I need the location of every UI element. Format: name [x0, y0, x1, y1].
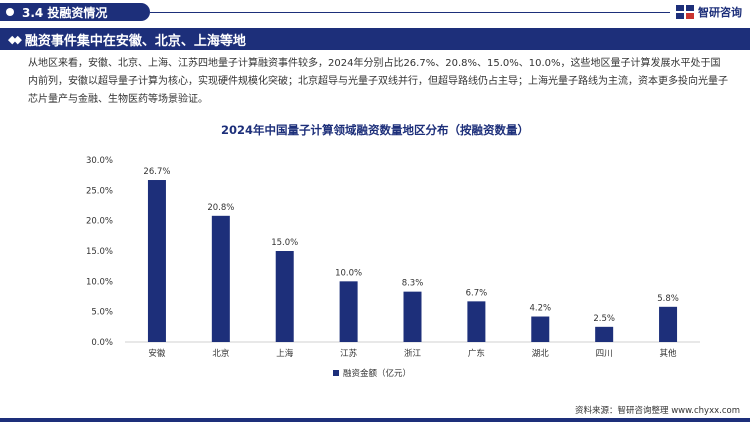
x-tick-label: 湖北 — [532, 349, 550, 359]
x-tick-label: 江苏 — [340, 348, 358, 359]
bottom-divider — [0, 418, 750, 422]
y-tick-label: 25.0% — [86, 186, 113, 196]
section-pill: 3.4 投融资情况 — [0, 3, 150, 21]
brand-logo: 智研咨询 — [676, 4, 742, 20]
description-paragraph: 从地区来看，安徽、北京、上海、江苏四地量子计算融资事件较多，2024年分别占比2… — [28, 58, 728, 105]
data-label: 20.8% — [207, 203, 234, 213]
y-tick-label: 10.0% — [86, 277, 113, 287]
legend-swatch — [333, 370, 339, 376]
section-dot-icon — [6, 8, 14, 16]
bar — [403, 291, 422, 342]
x-tick-label: 北京 — [212, 348, 229, 359]
data-label: 4.2% — [529, 304, 551, 314]
headline-text: 融资事件集中在安徽、北京、上海等地 — [24, 33, 246, 49]
chart-title: 2024年中国量子计算领域融资数量地区分布（按融资数量） — [220, 123, 529, 137]
bar — [659, 306, 678, 342]
x-tick-label: 上海 — [276, 348, 294, 359]
data-label: 8.3% — [402, 279, 424, 289]
y-tick-label: 30.0% — [86, 156, 113, 166]
top-bar: 3.4 投融资情况 智研咨询 — [0, 0, 750, 24]
data-label: 15.0% — [271, 238, 298, 248]
bar — [275, 251, 294, 342]
x-tick-label: 四川 — [596, 349, 613, 359]
x-tick-label: 安徽 — [148, 348, 166, 359]
y-tick-label: 20.0% — [86, 217, 113, 227]
bar — [339, 281, 358, 342]
data-label: 6.7% — [466, 288, 488, 298]
bar — [147, 180, 166, 342]
logo-icon — [676, 5, 694, 19]
bar — [467, 301, 486, 342]
bar-chart: 0.0% 5.0% 10.0% 15.0% 20.0% 25.0% 30.0% 26.7% 安徽… — [86, 156, 700, 379]
data-label: 26.7% — [143, 167, 170, 177]
x-tick-label: 浙江 — [404, 348, 422, 359]
logo-text: 智研咨询 — [698, 6, 742, 19]
x-tick-label: 其他 — [660, 348, 678, 359]
section-title: 3.4 投融资情况 — [22, 5, 108, 20]
y-tick-label: 5.0% — [91, 308, 113, 318]
legend-label: 融资金额（亿元） — [343, 368, 411, 379]
bar — [211, 215, 230, 342]
x-tick-label: 广东 — [468, 348, 485, 359]
data-label: 10.0% — [335, 268, 362, 278]
data-label: 5.8% — [657, 294, 679, 304]
y-tick-label: 15.0% — [86, 247, 113, 257]
headline-banner: ◆◆ 融资事件集中在安徽、北京、上海等地 — [0, 28, 750, 50]
y-tick-label: 0.0% — [91, 338, 113, 348]
bar — [595, 326, 614, 342]
data-label: 2.5% — [593, 314, 615, 324]
top-divider — [150, 12, 670, 13]
bar — [531, 316, 550, 342]
source-note: 资料来源：智研咨询整理 www.chyxx.com — [575, 406, 740, 416]
diamond-icon: ◆◆ — [8, 32, 22, 46]
